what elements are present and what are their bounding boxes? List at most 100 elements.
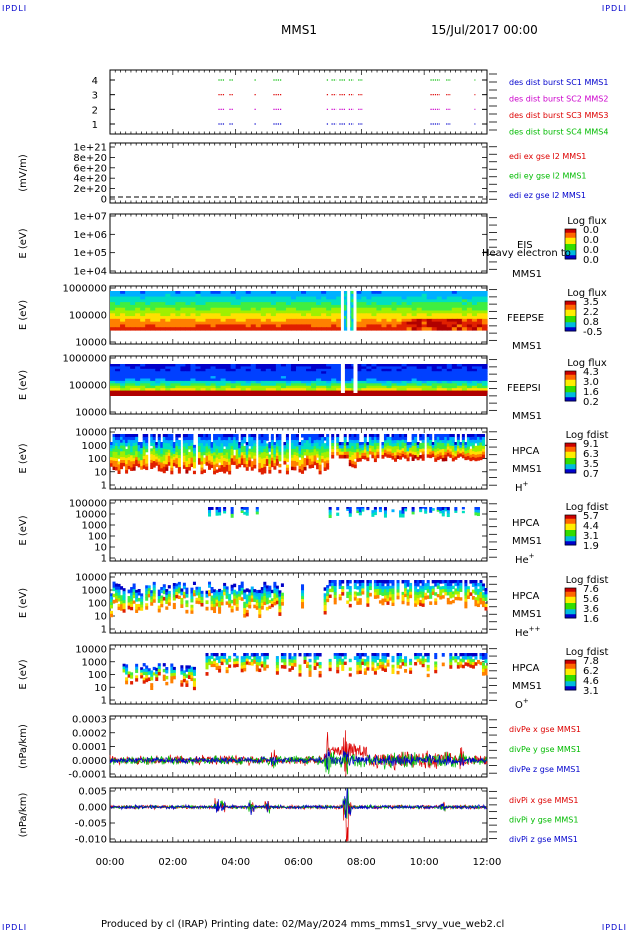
- spectro-cell: [110, 299, 116, 303]
- colorbar-cell: [565, 465, 576, 468]
- spectro-cell: [441, 376, 448, 380]
- spectro-cell: [441, 366, 448, 370]
- spectro-cell: [474, 454, 478, 459]
- spectro-cell: [341, 293, 347, 298]
- spectro-cell: [311, 385, 317, 389]
- spectro-cell: [471, 434, 475, 438]
- spectro-cell: [260, 302, 267, 306]
- spectro-cell: [290, 327, 297, 331]
- spectro-cell: [441, 307, 448, 312]
- spectro-cell: [218, 507, 222, 511]
- spectro-cell: [476, 451, 480, 455]
- spectro-cell: [285, 316, 292, 320]
- spectro-cell: [115, 388, 121, 392]
- spectro-cell: [238, 460, 242, 465]
- spectro-cell: [401, 453, 405, 458]
- spectro-cell: [210, 385, 217, 389]
- spectro-cell: [414, 449, 418, 453]
- spectro-cell: [280, 304, 287, 309]
- spectro-cell: [162, 451, 166, 456]
- spectro-cell: [295, 366, 302, 370]
- spectro-cell: [255, 307, 262, 312]
- spectro-cell: [406, 302, 413, 306]
- spectro-cell: [150, 321, 156, 326]
- spectro-cell: [208, 454, 212, 459]
- spectro-cell: [471, 439, 475, 444]
- spectro-cell: [285, 307, 292, 312]
- spectro-cell: [431, 373, 438, 377]
- spectro-cell: [456, 302, 463, 306]
- spectro-cell: [326, 466, 330, 470]
- spectro-cell: [135, 462, 139, 467]
- colorbar-cell: [565, 542, 576, 545]
- spectro-cell: [343, 443, 347, 447]
- spectro-cell: [115, 310, 121, 314]
- spectro-cell: [135, 442, 139, 446]
- spectro-cell: [414, 440, 418, 444]
- colorbar-cell: [565, 451, 576, 454]
- spectro-cell: [466, 371, 473, 375]
- spectro-cell: [275, 378, 282, 382]
- spectro-cell: [125, 304, 131, 309]
- spectro-cell: [416, 366, 423, 370]
- spectro-cell: [160, 385, 166, 389]
- spectro-cell: [218, 458, 222, 463]
- spectro-cell: [464, 447, 468, 452]
- spectro-cell: [290, 366, 297, 370]
- spectro-cell: [115, 368, 121, 372]
- spectro-cell: [426, 299, 433, 303]
- spectro-cell: [426, 318, 433, 323]
- colorbar-cell: [565, 396, 576, 398]
- spectro-cell: [230, 373, 237, 377]
- spectro-cell: [461, 366, 468, 370]
- spectro-cell: [306, 296, 312, 300]
- spectro-cell: [361, 507, 365, 509]
- spectro-band: [110, 393, 487, 396]
- spectro-cell: [268, 454, 272, 459]
- spectro-cell: [260, 455, 264, 460]
- spectro-cell: [120, 439, 124, 444]
- spectro-cell: [326, 390, 332, 394]
- spectro-cell: [469, 454, 473, 459]
- spectro-cell: [306, 390, 312, 394]
- spectro-cell: [295, 449, 299, 454]
- spectro-cell: [250, 455, 254, 459]
- spectro-cell: [451, 307, 458, 312]
- spectro-cell: [275, 291, 282, 295]
- spectro-cell: [318, 443, 322, 447]
- spectro-cell: [250, 446, 254, 450]
- spectro-cell: [406, 445, 410, 449]
- spectro-cell: [223, 507, 227, 510]
- spectro-cell: [446, 371, 453, 375]
- spectro-cell: [474, 457, 478, 462]
- spectro-cell: [431, 380, 438, 384]
- spectro-cell: [321, 291, 327, 295]
- spectro-cell: [218, 468, 222, 472]
- spectro-cell: [356, 368, 362, 372]
- spectro-cell: [290, 376, 297, 380]
- spectro-cell: [180, 373, 186, 377]
- spectro-cell: [316, 462, 320, 467]
- spectro-cell: [210, 378, 217, 382]
- spectro-cell: [177, 449, 181, 453]
- spectro-cell: [110, 373, 116, 377]
- spectro-cell: [200, 293, 207, 298]
- spectro-cell: [140, 296, 146, 300]
- spectro-cell: [197, 440, 201, 444]
- spectro-cell: [373, 455, 377, 460]
- spectro-cell: [275, 455, 279, 460]
- spectro-cell: [431, 299, 438, 303]
- spectro-cell: [431, 388, 438, 392]
- spectro-cell: [235, 368, 242, 372]
- spectro-cell: [170, 390, 176, 394]
- spectro-cell: [180, 364, 186, 368]
- spectro-cell: [421, 318, 428, 323]
- spectro-cell: [120, 371, 126, 375]
- spectro-cell: [381, 364, 388, 368]
- spectro-cell: [426, 448, 430, 452]
- y-tick-label: 4e+20: [73, 174, 107, 185]
- spectro-cell: [190, 291, 197, 295]
- spectro-cell: [265, 302, 272, 306]
- spectro-cell: [456, 383, 463, 387]
- spectro-cell: [140, 316, 146, 320]
